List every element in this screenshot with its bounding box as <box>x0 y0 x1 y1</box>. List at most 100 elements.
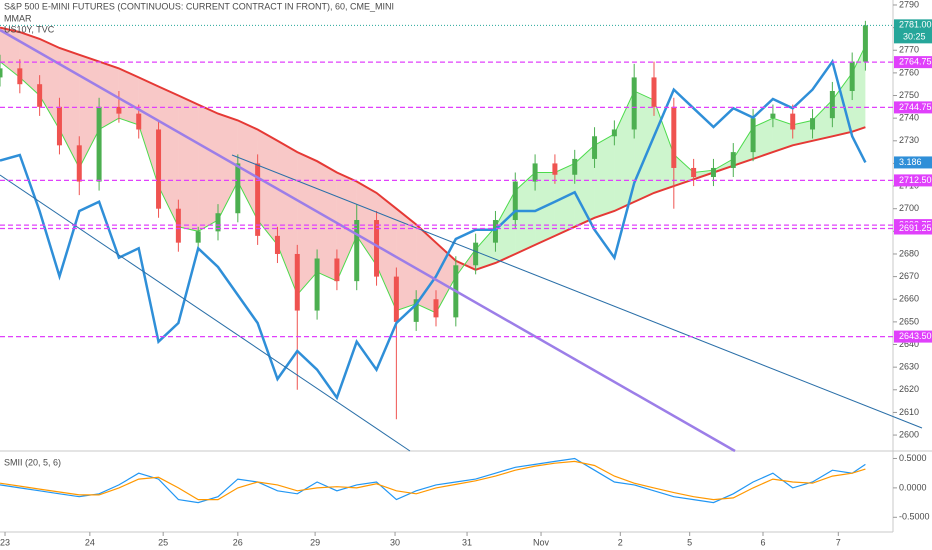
candle-body <box>215 213 221 232</box>
ribbon-segment <box>416 224 436 313</box>
y-tick-label: 0.0000 <box>899 482 927 492</box>
candle-body <box>56 106 62 146</box>
ribbon-segment <box>733 127 754 166</box>
ribbon-segment <box>475 226 496 270</box>
x-tick-label: 24 <box>85 537 95 547</box>
last-price-label: 2781.00 <box>899 20 932 30</box>
x-tick-label: 29 <box>310 537 320 547</box>
candle-body <box>691 167 697 178</box>
y-tick-label: 2760 <box>899 67 919 77</box>
x-tick-label: 7 <box>836 537 841 547</box>
ribbon-segment <box>198 104 218 232</box>
candle-body <box>710 167 716 178</box>
level-label: 2643.50 <box>899 331 932 341</box>
ribbon-segment <box>138 77 159 187</box>
candle-body <box>314 258 320 311</box>
ribbon-segment <box>237 120 258 221</box>
y-tick-label: -0.5000 <box>899 512 930 522</box>
y-tick-label: 2650 <box>899 316 919 326</box>
y-tick-label: 2680 <box>899 248 919 258</box>
ribbon-slow <box>0 26 866 271</box>
indicator-line <box>0 460 866 501</box>
ribbon-segment <box>673 154 694 187</box>
ribbon-segment <box>495 190 516 264</box>
y-tick-label: 2660 <box>899 294 919 304</box>
y-tick-label: 2620 <box>899 384 919 394</box>
candle-body <box>17 68 23 85</box>
trend-line <box>231 154 923 429</box>
candle-body <box>592 136 598 159</box>
candle-body <box>96 106 102 182</box>
level-label: 2712.50 <box>899 175 932 185</box>
y-tick-label: 2600 <box>899 429 919 439</box>
y-tick-label: 2610 <box>899 407 919 417</box>
ribbon-segment <box>218 113 238 221</box>
candle-body <box>651 77 657 107</box>
y-tick-label: 2640 <box>899 339 919 349</box>
candle-body <box>393 276 399 322</box>
y-tick-label: 2770 <box>899 45 919 55</box>
ribbon-segment <box>772 118 793 153</box>
overlay-label: US10Y, TVC <box>4 24 55 34</box>
candle-body <box>195 231 201 243</box>
indicator-line <box>0 457 866 504</box>
overlay: 2764.752744.752712.502692.752691.252643.… <box>0 19 932 343</box>
candle-body <box>790 113 796 130</box>
ribbon-segment <box>812 100 833 141</box>
candle-body <box>572 158 578 175</box>
candle-body <box>76 145 82 182</box>
level-label: 2691.25 <box>899 223 932 233</box>
candle-body <box>255 163 261 236</box>
indicator-label: MMAR <box>4 13 32 23</box>
x-tick-label: 26 <box>233 537 243 547</box>
candle-body <box>274 235 280 254</box>
y-tick-label: 2730 <box>899 135 919 145</box>
x-tick-label: 2 <box>618 537 623 547</box>
candle-body <box>354 220 360 282</box>
ribbon-segment <box>574 145 595 227</box>
level-tag <box>894 101 932 114</box>
x-tick-label: 25 <box>158 537 168 547</box>
candle-body <box>730 152 736 168</box>
ribbon-segment <box>297 152 318 295</box>
candle-body <box>473 242 479 266</box>
x-tick-label: 5 <box>687 537 692 547</box>
candle-body <box>552 163 558 175</box>
ribbon-segment <box>594 134 615 218</box>
ribbon-segment <box>436 242 456 313</box>
candle-body <box>611 129 617 137</box>
countdown: 30:25 <box>903 32 926 42</box>
y-tick-label: 0.5000 <box>899 453 927 463</box>
us10y-tag <box>894 156 932 169</box>
trend-line <box>0 28 736 453</box>
level-tag <box>894 174 932 187</box>
ribbon-segment <box>178 95 199 232</box>
candle-body <box>862 25 868 62</box>
candle-body <box>0 68 3 78</box>
y-tick-label: 2630 <box>899 362 919 372</box>
candle-body <box>532 163 538 182</box>
candle-body <box>512 181 518 221</box>
level-label: 2744.75 <box>899 102 932 112</box>
candle-body <box>374 220 380 277</box>
y-tick-label: 2790 <box>899 0 919 9</box>
candle-body <box>334 258 340 282</box>
ribbon-segment <box>118 68 139 125</box>
ribbon-segment <box>158 86 179 227</box>
x-tick-label: 6 <box>760 537 765 547</box>
ribbon-segment <box>753 118 773 159</box>
ribbon-segment <box>792 120 813 146</box>
level-label: 2764.75 <box>899 57 932 67</box>
chart-title: S&P 500 E-MINI FUTURES (CONTINUOUS: CURR… <box>4 1 394 11</box>
x-tick-label: 23 <box>0 537 10 547</box>
candle-body <box>671 106 677 168</box>
ribbon-segment <box>535 172 555 245</box>
candle-body <box>156 129 162 209</box>
candle-body <box>750 118 756 153</box>
candle-body <box>413 299 419 322</box>
candle-body <box>136 113 142 130</box>
candle-body <box>829 90 835 119</box>
ribbon-segment <box>19 32 40 96</box>
